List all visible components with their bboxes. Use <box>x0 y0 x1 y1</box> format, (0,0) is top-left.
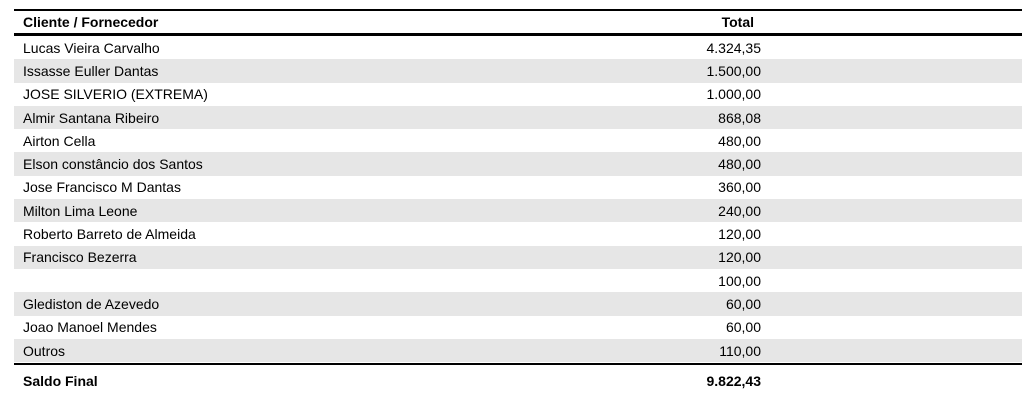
row-client-name: Issasse Euller Dantas <box>23 62 159 79</box>
table-header: Cliente / Fornecedor Total <box>14 11 1022 33</box>
table-row: 100,00 <box>14 269 1022 292</box>
table-row: Elson constâncio dos Santos 480,00 <box>14 152 1022 176</box>
row-total: 4.324,35 <box>706 39 762 56</box>
final-balance-total: 9.822,43 <box>706 372 762 389</box>
row-total: 480,00 <box>718 132 761 149</box>
row-total: 240,00 <box>718 202 761 219</box>
column-header-client: Cliente / Fornecedor <box>23 14 159 30</box>
row-total: 1.000,00 <box>706 86 762 103</box>
table-row: JOSE SILVERIO (EXTREMA) 1.000,00 <box>14 83 1022 106</box>
row-total: 110,00 <box>719 342 761 359</box>
row-client-name: Almir Santana Ribeiro <box>23 109 160 126</box>
row-total: 60,00 <box>725 319 761 336</box>
row-client-name: Francisco Bezerra <box>23 249 137 266</box>
table-row: Joao Manoel Mendes 60,00 <box>14 316 1022 339</box>
row-client-name: Lucas Vieira Carvalho <box>23 39 160 56</box>
table-row: Airton Cella 480,00 <box>14 129 1022 152</box>
row-total: 100,00 <box>718 272 761 289</box>
header-divider <box>14 33 1022 36</box>
row-client-name: Roberto Barreto de Almeida <box>23 226 196 243</box>
column-header-total: Total <box>721 14 754 30</box>
table-row: Issasse Euller Dantas 1.500,00 <box>14 59 1022 83</box>
table-row: Roberto Barreto de Almeida 120,00 <box>14 222 1022 245</box>
balance-report-table: Cliente / Fornecedor Total Lucas Vieira … <box>14 9 1022 396</box>
table-row: Francisco Bezerra 120,00 <box>14 245 1022 269</box>
row-total: 360,00 <box>718 179 761 196</box>
row-client-name: Glediston de Azevedo <box>23 295 160 312</box>
row-total: 480,00 <box>718 156 761 173</box>
row-total: 120,00 <box>718 249 761 266</box>
table-row: Almir Santana Ribeiro 868,08 <box>14 105 1022 130</box>
top-divider <box>14 9 1022 11</box>
row-client-name: Airton Cella <box>23 132 96 149</box>
row-total: 120,00 <box>718 226 761 243</box>
row-client-name: Milton Lima Leone <box>23 202 138 219</box>
table-row: Jose Francisco M Dantas 360,00 <box>14 176 1022 199</box>
row-total: 1.500,00 <box>706 62 762 79</box>
row-client-name: Jose Francisco M Dantas <box>23 179 181 196</box>
row-total: 60,00 <box>725 295 761 312</box>
footer-divider <box>14 363 1022 366</box>
table-row: Outros 110,00 <box>14 338 1022 363</box>
table-row: Milton Lima Leone 240,00 <box>14 199 1022 223</box>
table-row: Lucas Vieira Carvalho 4.324,35 <box>14 36 1022 59</box>
row-client-name: Joao Manoel Mendes <box>23 319 157 336</box>
row-client-name: JOSE SILVERIO (EXTREMA) <box>23 86 208 103</box>
row-total: 868,08 <box>718 109 761 126</box>
final-balance-label: Saldo Final <box>23 372 98 389</box>
row-client-name: Outros <box>23 342 66 359</box>
table-row: Glediston de Azevedo 60,00 <box>14 292 1022 316</box>
row-client-name: Elson constâncio dos Santos <box>23 156 203 173</box>
table-footer: Saldo Final 9.822,43 <box>14 365 1022 396</box>
